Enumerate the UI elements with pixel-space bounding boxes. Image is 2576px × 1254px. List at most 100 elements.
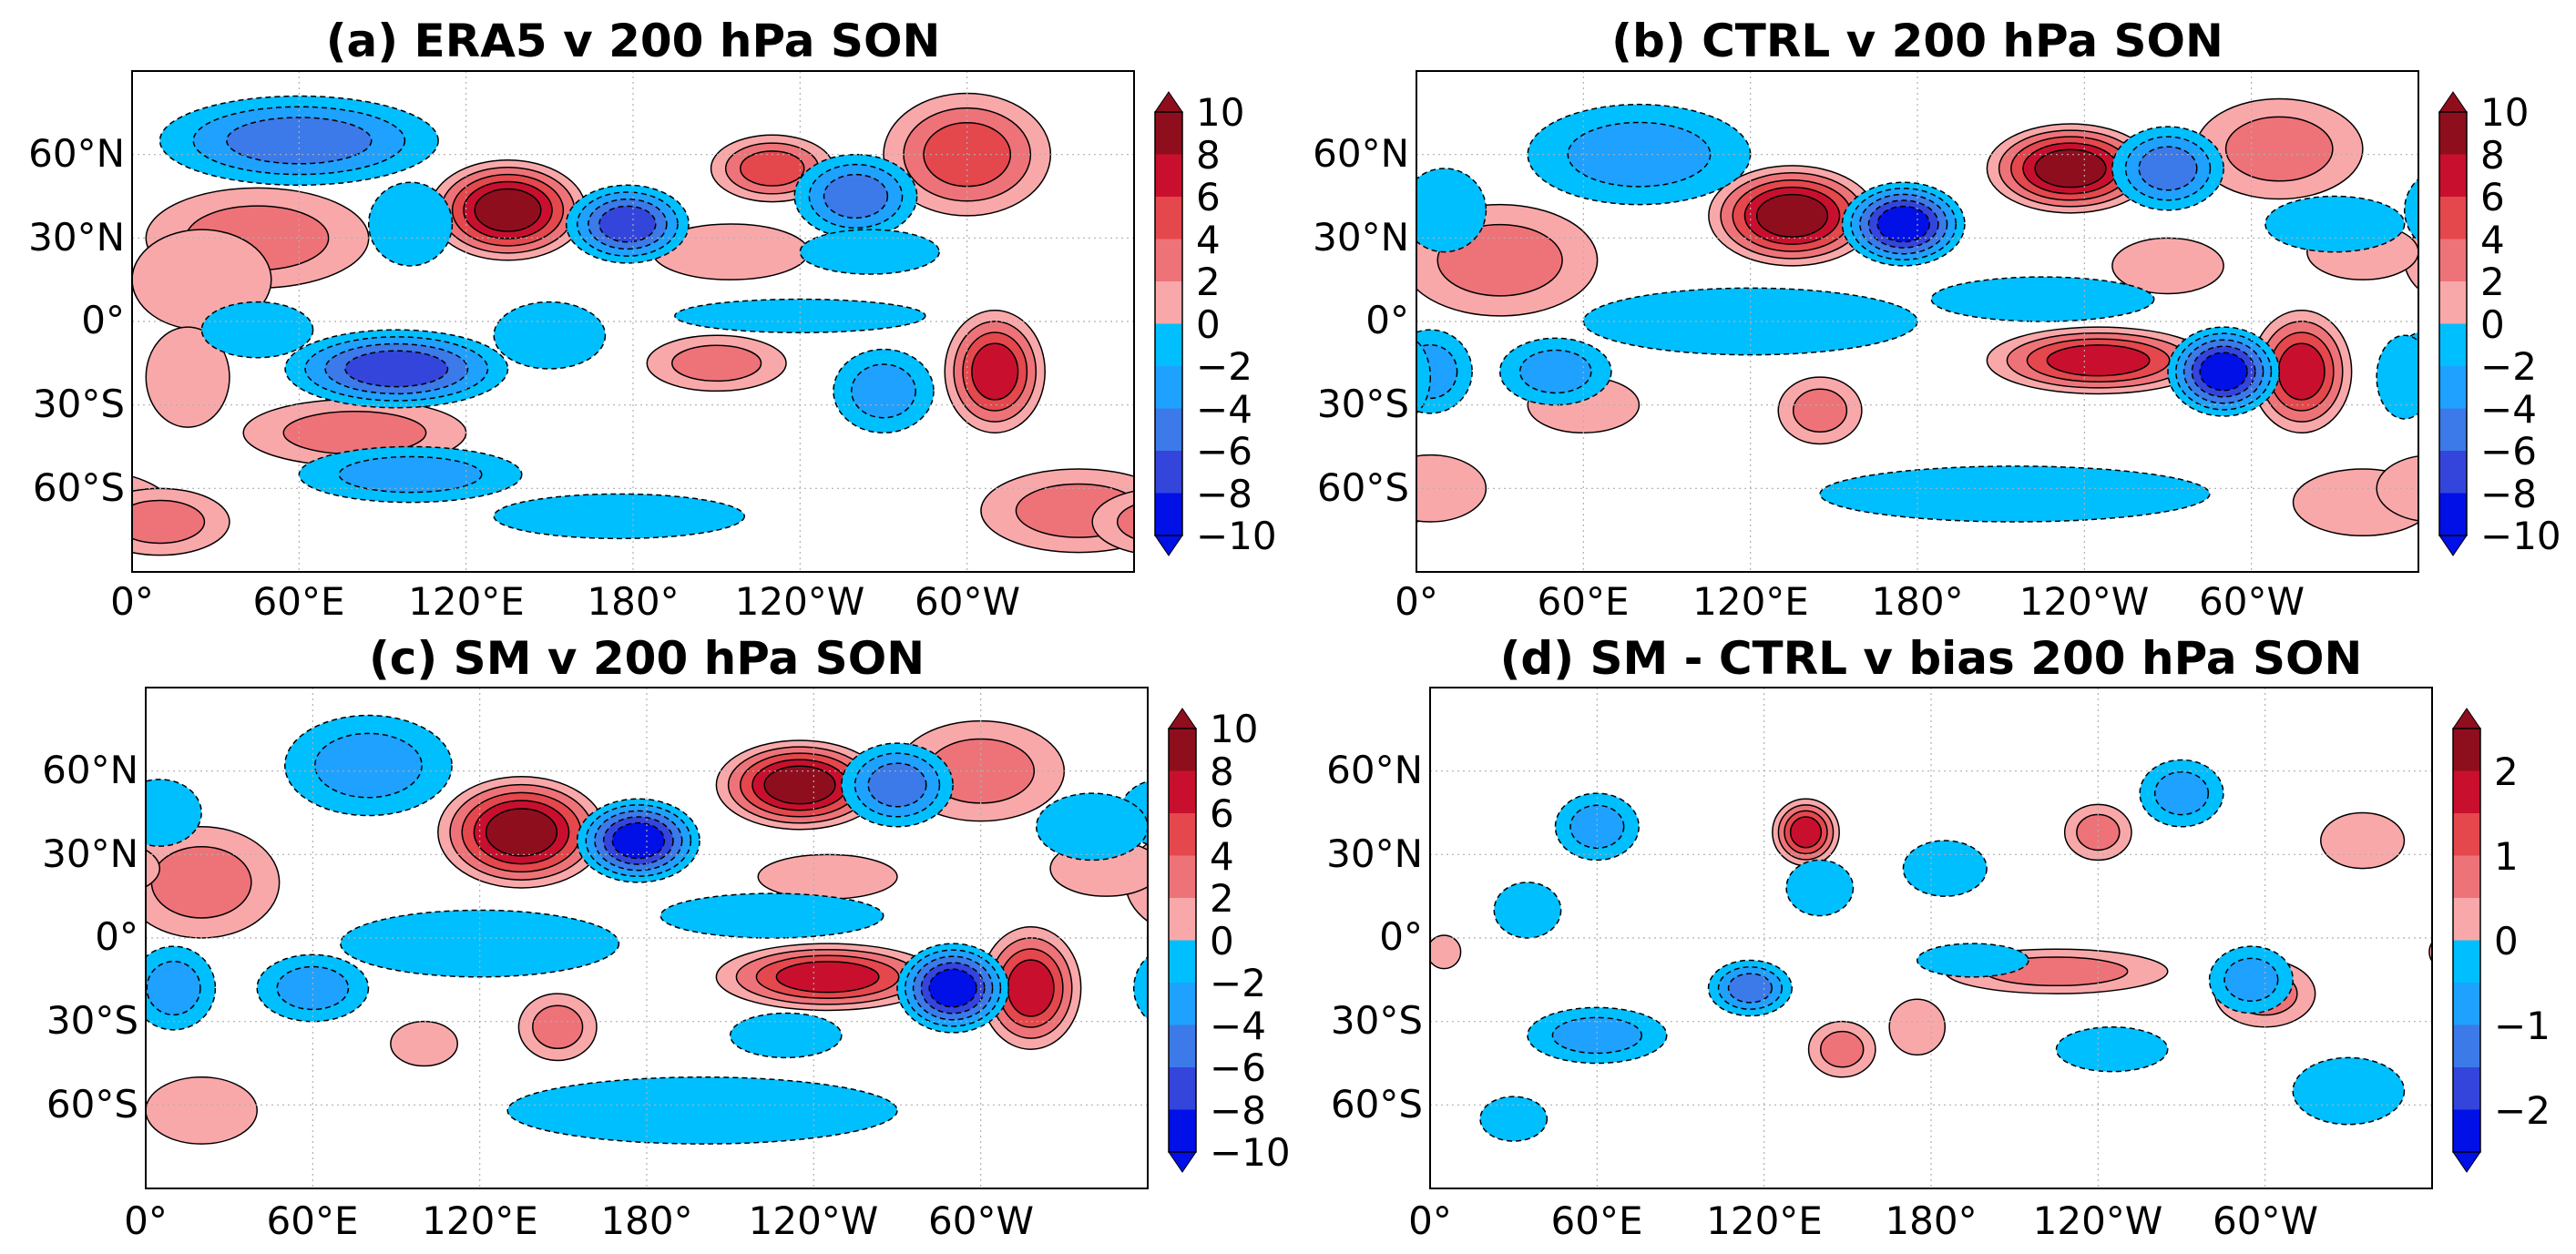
negative-anomaly [841, 742, 954, 828]
panel-a: (a) ERA5 v 200 hPa SON 0° 60°E 120°E 180… [0, 15, 1277, 624]
contour-level [146, 960, 201, 1016]
x-tick-label: 60°E [267, 1198, 359, 1243]
colorbar-tick-label: 2 [2480, 260, 2505, 304]
panel-c-colorbar-labels: 10 8 6 4 2 0 −2 −4 −6 −8 −10 [1210, 707, 1291, 1175]
contour-level [1569, 804, 1625, 849]
y-tick-label: 30°N [1326, 831, 1423, 876]
negative-anomaly [659, 892, 884, 939]
y-tick-label: 60°S [46, 1082, 138, 1127]
contour-level [2055, 1026, 2169, 1073]
contour-level [971, 342, 1019, 401]
negative-anomaly [1527, 103, 1752, 206]
y-tick-label: 0° [81, 298, 125, 342]
contour-level [659, 892, 884, 939]
colorbar-segment [2453, 1025, 2480, 1067]
y-tick-label: 0° [1379, 914, 1423, 959]
negative-anomaly [1841, 181, 1966, 267]
contour-level [1888, 998, 1947, 1056]
panel-c-frame [145, 687, 1149, 1189]
colorbar-segment [1169, 1109, 1196, 1152]
contour-level [757, 853, 898, 900]
panel-b-title: (b) CTRL v 200 hPa SON [1611, 15, 2223, 67]
colorbar-tick-label: 1 [2494, 834, 2519, 879]
negative-anomaly [565, 184, 690, 264]
colorbar-frame [1168, 728, 1197, 1153]
contour-level [2224, 116, 2334, 182]
colorbar-segment [2439, 281, 2467, 324]
colorbar-tick-label: −8 [1210, 1088, 1266, 1133]
colorbar-tick-label: −8 [1196, 472, 1252, 516]
colorbar-segment [2453, 983, 2480, 1025]
colorbar-segment [1155, 451, 1182, 494]
x-tick-label: 120°W [749, 1198, 879, 1243]
colorbar-segment [1155, 493, 1182, 535]
panel-c-colorbar [1168, 708, 1197, 1173]
panel-c-y-axis: 60°N 30°N 0° 30°S 60°S [42, 748, 138, 1127]
colorbar-tick-label: 8 [1210, 749, 1234, 794]
y-tick-label: 30°S [1317, 382, 1409, 426]
colorbar-tick-label: −2 [1196, 344, 1252, 389]
contour-level [2153, 770, 2210, 816]
contour-level [1124, 842, 1148, 923]
colorbar-tick-label: −4 [1196, 387, 1252, 432]
negative-anomaly [2264, 195, 2406, 253]
y-tick-label: 30°S [1331, 998, 1423, 1043]
contour-level [5, 960, 52, 1016]
contour-level [1091, 490, 1134, 554]
x-tick-label: 60°E [253, 579, 345, 624]
colorbar-extend-min [2438, 535, 2468, 556]
contour-level [2403, 178, 2418, 242]
positive-anomaly [2111, 237, 2224, 295]
y-tick-label: 60°N [1326, 748, 1423, 792]
colorbar-segment [1169, 729, 1196, 771]
positive-anomaly [5, 926, 1082, 1050]
colorbar-tick-label: 4 [1196, 218, 1221, 262]
contour-level [150, 846, 252, 919]
y-tick-label: 60°N [42, 748, 138, 792]
contour-level [0, 343, 16, 400]
x-tick-label: 0° [1395, 579, 1438, 624]
colorbar-tick-label: −2 [2494, 1088, 2550, 1133]
contour-level [0, 321, 34, 422]
colorbar-segment [2453, 940, 2480, 983]
colorbar-segment [1169, 983, 1196, 1025]
contour-level [2223, 957, 2279, 1003]
contour-level [493, 301, 607, 370]
contour-level [493, 493, 745, 540]
panel-d: (d) SM - CTRL v bias 200 hPa SON 0° 60°E… [1326, 632, 2550, 1243]
positive-anomaly [1772, 798, 1840, 867]
colorbar-extend-min [2452, 1151, 2481, 1173]
positive-anomaly [715, 943, 940, 1012]
negative-anomaly [1916, 943, 2029, 978]
negative-anomaly [1416, 334, 2418, 420]
contour-level [1792, 388, 1848, 433]
contour-level [1036, 792, 1148, 861]
colorbar-tick-label: −4 [1210, 1004, 1266, 1048]
panel-c-field [5, 714, 1148, 1145]
negative-anomaly [729, 1012, 843, 1059]
contour-level [1819, 465, 2211, 523]
colorbar-segment [1155, 239, 1182, 281]
x-tick-label: 60°W [2213, 1198, 2318, 1243]
contour-level [132, 499, 206, 545]
x-tick-label: 180° [600, 1198, 692, 1243]
colorbar-segment [2453, 1067, 2480, 1110]
colorbar-segment [2439, 112, 2467, 155]
positive-anomaly [2194, 97, 2364, 200]
contour-level [611, 821, 666, 860]
x-tick-label: 180° [1871, 579, 1963, 624]
colorbar-segment [1155, 366, 1182, 409]
x-tick-label: 60°E [1538, 579, 1630, 624]
panel-d-colorbar [2452, 708, 2481, 1173]
contour-level [2376, 455, 2418, 522]
positive-anomaly [390, 1020, 458, 1067]
colorbar-tick-label: −10 [2480, 514, 2561, 558]
negative-anomaly [158, 95, 439, 187]
colorbar-tick-label: −10 [1210, 1130, 1291, 1175]
colorbar-tick-label: 4 [2480, 218, 2505, 262]
colorbar-frame [2438, 111, 2468, 536]
contour-level [1727, 973, 1773, 1004]
negative-anomaly [1819, 465, 2211, 523]
x-tick-label: 0° [110, 579, 154, 624]
contour-level [1785, 859, 1855, 917]
